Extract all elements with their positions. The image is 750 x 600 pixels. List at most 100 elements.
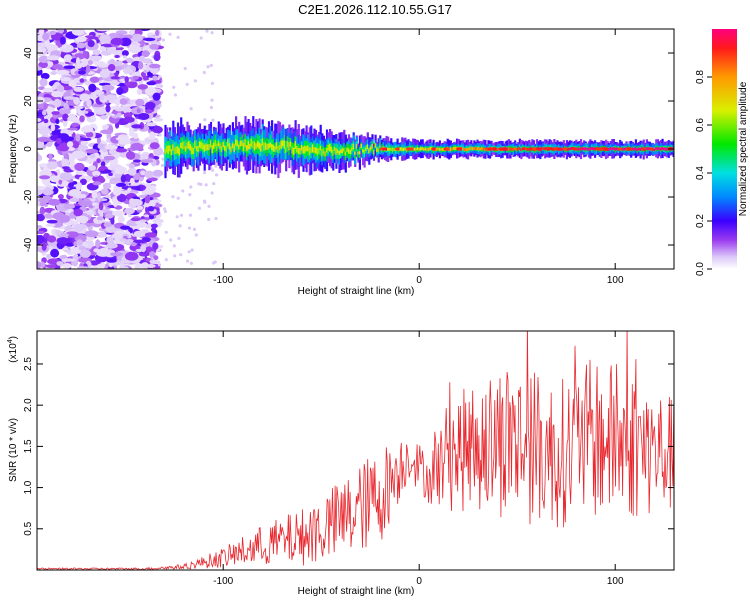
noise-cell — [73, 208, 83, 217]
signal-cell — [308, 147, 311, 156]
signal-cell — [590, 146, 594, 150]
signal-cell — [249, 143, 252, 150]
signal-cell — [267, 143, 271, 149]
noise-cell — [105, 225, 116, 233]
noise-cell — [130, 29, 136, 35]
signal-cell — [258, 142, 261, 150]
noise-cell — [120, 225, 131, 230]
noise-cell — [75, 170, 86, 175]
signal-cell — [304, 145, 307, 154]
noise-cell — [99, 93, 105, 101]
noise-cell — [74, 155, 81, 159]
signal-cell — [253, 141, 256, 151]
noise-cell — [133, 230, 146, 237]
snr-x-label: Height of straight line (km) — [298, 586, 415, 597]
noise-cell — [55, 229, 62, 236]
noise-cell — [70, 122, 80, 128]
signal-cell — [371, 144, 374, 149]
signal-cell — [421, 147, 424, 151]
noise-cell — [106, 86, 111, 96]
noise-cell — [71, 140, 79, 149]
noise-cell — [87, 60, 93, 65]
noise-cell — [79, 193, 87, 199]
signal-cell — [594, 147, 597, 151]
signal-cell — [245, 145, 249, 152]
signal-cell — [518, 146, 521, 150]
noise-cell — [130, 142, 144, 151]
signal-cell — [437, 147, 440, 151]
noise-cell — [130, 41, 138, 47]
noise-cell — [96, 216, 104, 221]
noise-cell — [116, 87, 124, 96]
signal-cell — [435, 147, 438, 151]
noise-cell — [179, 253, 183, 257]
noise-cell — [57, 29, 65, 34]
noise-cell — [141, 262, 149, 269]
signal-cell — [285, 147, 288, 153]
signal-cell — [653, 148, 656, 152]
signal-cell — [297, 148, 300, 154]
signal-cell — [175, 146, 178, 154]
signal-cell — [645, 147, 648, 151]
noise-cell — [163, 207, 167, 211]
noise-cell — [105, 144, 118, 150]
noise-cell — [158, 133, 162, 137]
noise-cell — [41, 242, 47, 251]
signal-cell — [451, 147, 454, 151]
signal-cell — [236, 140, 239, 147]
signal-cell — [510, 147, 514, 151]
noise-cell — [110, 76, 120, 80]
noise-cell — [51, 59, 59, 65]
signal-cell — [289, 141, 292, 147]
noise-cell — [37, 96, 45, 105]
signal-cell — [336, 149, 340, 154]
noise-cell — [62, 247, 69, 251]
signal-cell — [463, 148, 467, 152]
signal-cell — [462, 147, 465, 151]
noise-cell — [122, 190, 130, 195]
signal-cell — [272, 144, 275, 152]
signal-cell — [438, 147, 441, 151]
noise-cell — [147, 260, 161, 264]
noise-cell — [46, 142, 52, 147]
noise-cell — [39, 201, 47, 207]
signal-cell — [666, 147, 669, 151]
signal-cell — [203, 144, 206, 152]
signal-cell — [427, 148, 430, 151]
signal-cell — [322, 148, 325, 155]
noise-cell — [52, 64, 63, 70]
noise-cell — [126, 219, 139, 227]
noise-cell — [89, 204, 94, 209]
signal-cell — [209, 140, 213, 148]
x-tick-label: 0 — [416, 275, 422, 286]
noise-cell — [92, 49, 101, 56]
noise-cell — [187, 250, 191, 254]
signal-cell — [241, 140, 244, 147]
noise-cell — [116, 193, 127, 203]
y-tick-label: 2.5 — [23, 357, 34, 371]
signal-cell — [307, 145, 310, 152]
signal-cell — [275, 142, 278, 150]
signal-cell — [316, 148, 319, 156]
noise-cell — [47, 61, 54, 67]
noise-cell — [199, 182, 203, 186]
signal-peak — [431, 147, 438, 151]
noise-cell — [126, 57, 134, 63]
signal-cell — [324, 151, 327, 157]
signal-cell — [283, 140, 286, 149]
noise-cell — [102, 182, 112, 190]
noise-cell — [131, 124, 143, 129]
signal-cell — [584, 147, 587, 151]
noise-cell — [214, 164, 218, 168]
noise-cell — [207, 204, 211, 208]
signal-cell — [325, 148, 329, 153]
noise-cell — [193, 79, 197, 83]
noise-cell — [176, 196, 180, 200]
signal-cell — [623, 147, 626, 151]
noise-cell — [79, 115, 85, 123]
noise-cell — [99, 165, 106, 171]
noise-cell — [75, 57, 81, 66]
noise-cell — [136, 88, 142, 95]
signal-cell — [509, 148, 512, 151]
signal-cell — [376, 147, 379, 152]
